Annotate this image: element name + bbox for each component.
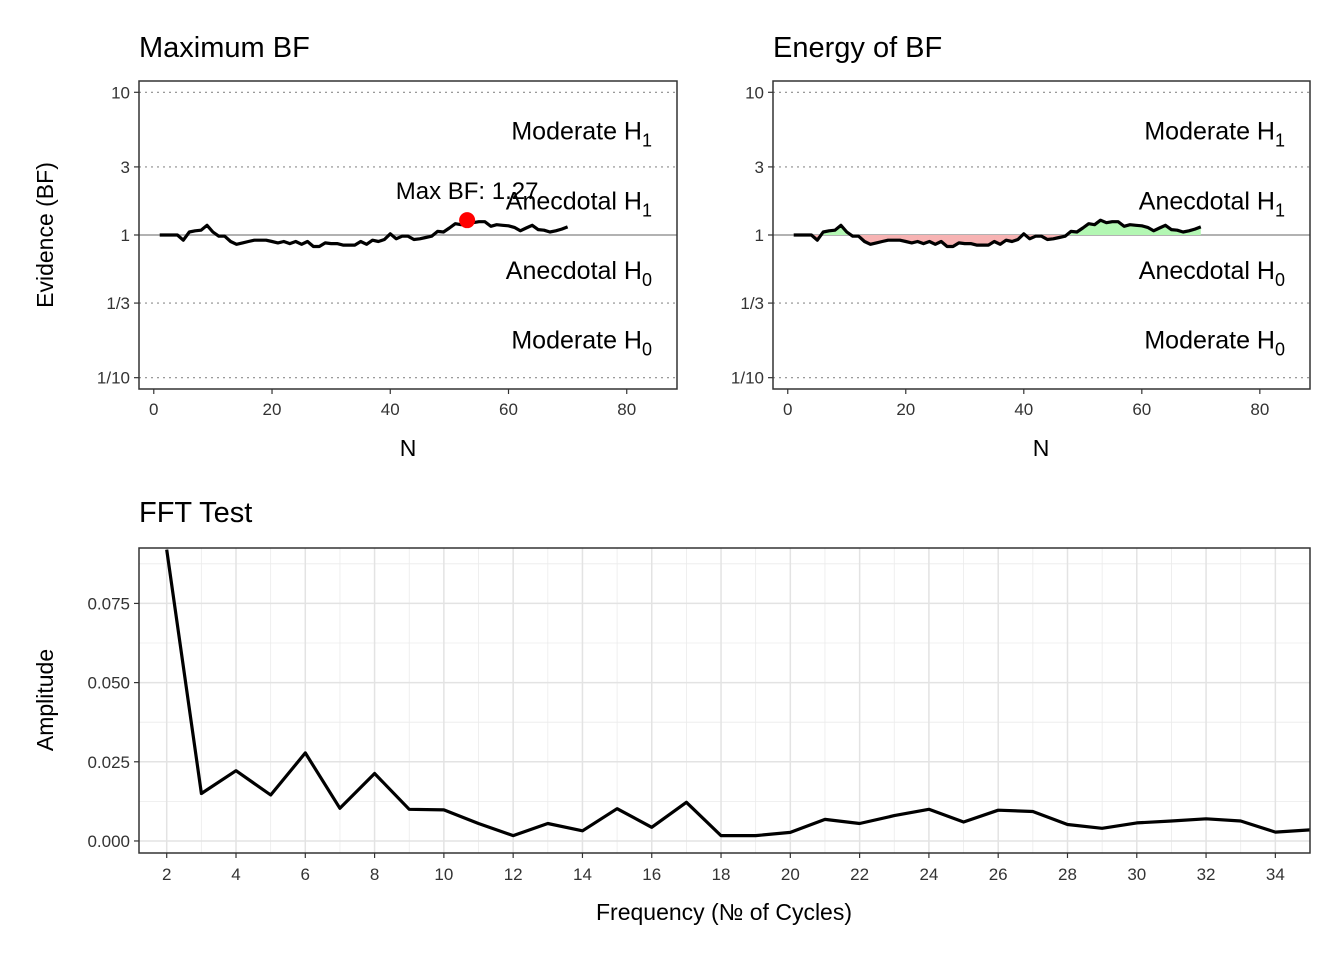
energy-of-bf-region-label-0: Moderate H1 <box>1144 117 1285 150</box>
energy-of-bf-region-label-1: Anecdotal H1 <box>1139 187 1285 220</box>
fft-test-panel-border <box>138 547 1311 854</box>
fft-test-x-tick-label-12: 12 <box>504 865 523 884</box>
energy-of-bf-x-tick-label-60: 60 <box>1132 400 1151 419</box>
fft-test-x-tick-label-32: 32 <box>1197 865 1216 884</box>
energy-of-bf-panel: Energy of BF Moderate H1 Anecdotal H1 Anec… <box>731 32 1311 461</box>
maximum-bf-y-tick-label-1: 1 <box>121 226 130 245</box>
fft-test-panel-background <box>139 548 1310 853</box>
fft-test-title: FFT Test <box>139 497 252 529</box>
maximum-bf-x-label: N <box>400 435 417 461</box>
maximum-bf-region-label-3: Moderate H0 <box>511 327 652 360</box>
energy-of-bf-series <box>793 218 1202 249</box>
maximum-bf-y-axis: 10 3 1 1/3 1/10 <box>97 83 139 388</box>
fft-test-x-tick-label-6: 6 <box>301 865 310 884</box>
maximum-bf-region-label-2: Anecdotal H0 <box>506 257 652 290</box>
energy-of-bf-y-tick-label-1-10: 1/10 <box>731 369 764 388</box>
maximum-bf-y-tick-label-3: 3 <box>121 158 130 177</box>
fft-test-y-tick-label-0-000: 0.000 <box>87 832 130 851</box>
energy-of-bf-area-above-1-6 <box>1066 220 1201 235</box>
energy-of-bf-y-tick-label-3: 3 <box>755 158 764 177</box>
maximum-bf-region-labels: Moderate H1 Anecdotal H1 Anecdotal H0 Moder… <box>396 117 652 359</box>
maximum-bf-y-label: Evidence (BF) <box>32 162 58 308</box>
maximum-bf-x-tick-label-80: 80 <box>617 400 636 419</box>
maximum-bf-x-tick-label-0: 0 <box>149 400 158 419</box>
fft-test-x-tick-label-4: 4 <box>231 865 240 884</box>
fft-test-amplitude-line <box>165 549 1311 838</box>
maximum-bf-x-tick-label-20: 20 <box>263 400 282 419</box>
fft-test-x-tick-label-24: 24 <box>919 865 938 884</box>
fft-test-x-tick-label-22: 22 <box>850 865 869 884</box>
fft-test-y-label: Amplitude <box>32 649 58 751</box>
fft-test-x-tick-label-18: 18 <box>712 865 731 884</box>
energy-of-bf-x-tick-label-0: 0 <box>783 400 792 419</box>
maximum-bf-y-tick-label-1-10: 1/10 <box>97 369 130 388</box>
maximum-bf-panel: Maximum BF Moderate H1 Anecdotal H1 Anecdo… <box>32 32 678 461</box>
energy-of-bf-x-axis: 0 20 40 60 80 <box>783 389 1269 419</box>
fft-test-y-tick-label-0-025: 0.025 <box>87 753 130 772</box>
energy-of-bf-y-tick-label-1: 1 <box>755 226 764 245</box>
maximum-bf-y-tick-label-1-3: 1/3 <box>106 294 130 313</box>
energy-of-bf-y-tick-label-1-3: 1/3 <box>740 294 764 313</box>
energy-of-bf-x-tick-label-20: 20 <box>896 400 915 419</box>
maximum-bf-series <box>159 218 569 249</box>
maximum-bf-x-axis: 0 20 40 60 80 <box>149 389 636 419</box>
energy-of-bf-x-tick-label-80: 80 <box>1250 400 1269 419</box>
energy-of-bf-x-tick-label-40: 40 <box>1014 400 1033 419</box>
fft-test-x-tick-label-30: 30 <box>1127 865 1146 884</box>
fft-test-x-tick-label-2: 2 <box>162 865 171 884</box>
energy-of-bf-y-axis: 10 3 1 1/3 1/10 <box>731 83 773 388</box>
fft-test-y-tick-label-0-050: 0.050 <box>87 674 130 693</box>
maximum-bf-x-tick-label-40: 40 <box>381 400 400 419</box>
fft-test-grid <box>139 548 1310 853</box>
energy-of-bf-region-label-2: Anecdotal H0 <box>1139 257 1285 290</box>
energy-of-bf-region-label-3: Moderate H0 <box>1144 327 1285 360</box>
fft-test-x-tick-label-14: 14 <box>573 865 592 884</box>
fft-test-series <box>165 549 1311 838</box>
fft-test-x-label: Frequency (№ of Cycles) <box>596 899 852 925</box>
fft-test-x-tick-label-28: 28 <box>1058 865 1077 884</box>
fft-test-x-tick-label-26: 26 <box>989 865 1008 884</box>
maximum-bf-bf-line <box>159 218 569 249</box>
energy-of-bf-title: Energy of BF <box>773 32 942 64</box>
maximum-bf-x-tick-label-60: 60 <box>499 400 518 419</box>
maximum-bf-y-tick-label-10: 10 <box>111 83 130 102</box>
fft-test-x-tick-label-10: 10 <box>434 865 453 884</box>
fft-test-x-tick-label-16: 16 <box>642 865 661 884</box>
energy-of-bf-x-label: N <box>1033 435 1050 461</box>
fft-test-x-tick-label-34: 34 <box>1266 865 1285 884</box>
fft-test-x-tick-label-20: 20 <box>781 865 800 884</box>
maximum-bf-region-label-0: Moderate H1 <box>511 117 652 150</box>
maximum-bf-region-label-1: Anecdotal H1 <box>506 187 652 220</box>
energy-of-bf-y-tick-label-10: 10 <box>745 83 764 102</box>
fft-test-y-axis: 0.000 0.025 0.050 0.075 <box>87 594 139 851</box>
maximum-bf-max-bf-point <box>459 212 476 229</box>
fft-test-y-tick-label-0-075: 0.075 <box>87 594 130 613</box>
fft-test-x-axis: 2 4 6 8 10 12 14 16 18 20 22 24 26 28 30 32 34 <box>162 853 1285 884</box>
energy-of-bf-bf-line <box>793 218 1202 249</box>
maximum-bf-max-bf-annotation: Max BF: 1.27 <box>396 178 539 205</box>
fft-test-x-tick-label-8: 8 <box>370 865 379 884</box>
maximum-bf-title: Maximum BF <box>139 32 310 64</box>
energy-of-bf-region-labels: Moderate H1 Anecdotal H1 Anecdotal H0 Moder… <box>1139 117 1285 359</box>
